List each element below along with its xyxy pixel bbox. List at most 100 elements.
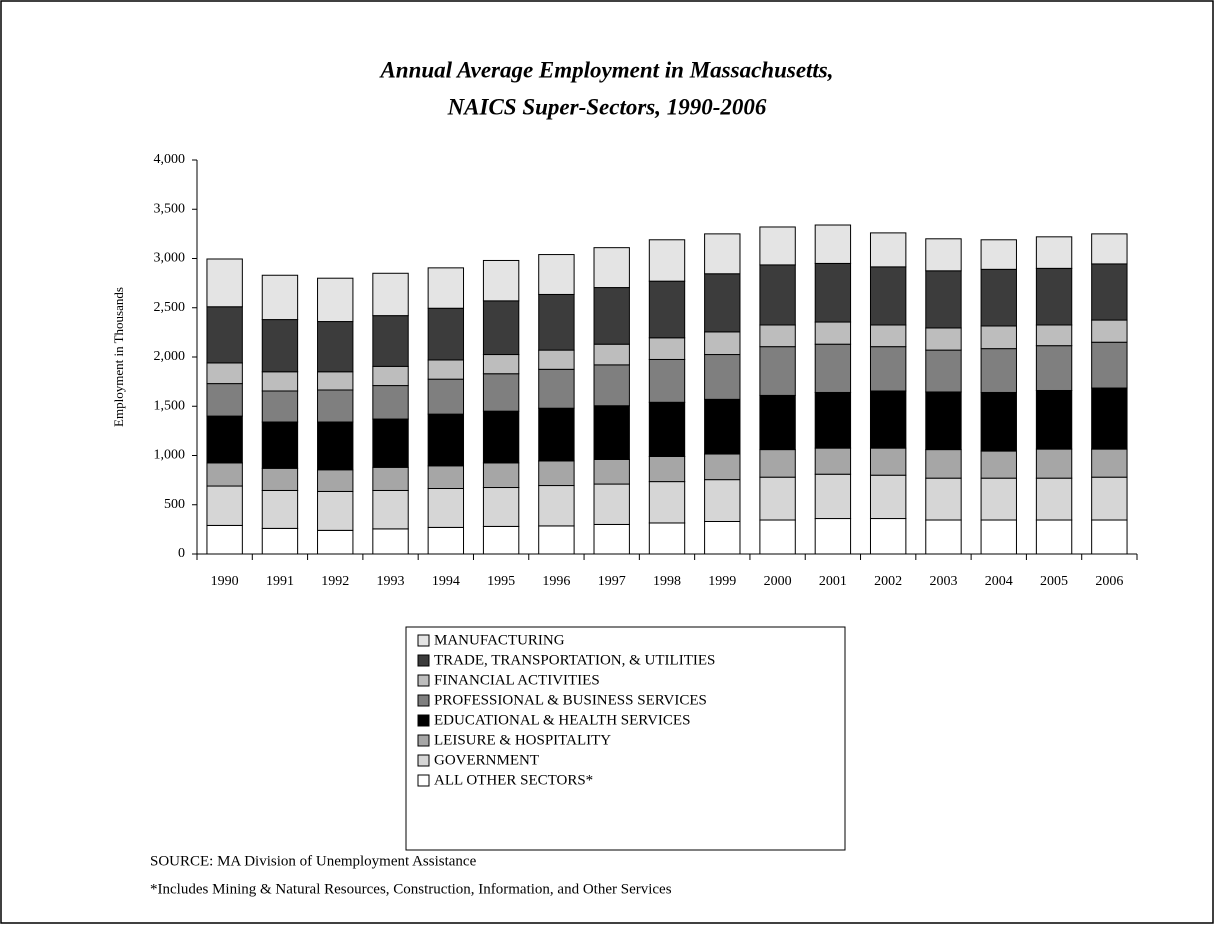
bar-segment	[1035, 236, 1073, 269]
x-tick-label: 1999	[708, 574, 736, 589]
x-tick-label: 1990	[211, 574, 239, 589]
bar-segment	[759, 394, 796, 451]
legend-label: GOVERNMENT	[434, 752, 539, 768]
legend-label: FINANCIAL ACTIVITIES	[434, 672, 600, 688]
x-tick-label: 1998	[653, 574, 681, 589]
legend-label: ALL OTHER SECTORS*	[434, 772, 593, 788]
bar-segment	[317, 371, 354, 391]
bar-segment	[1035, 389, 1073, 450]
bar-segment	[925, 477, 962, 521]
bar-segment	[1091, 387, 1128, 450]
bar-segment	[206, 258, 243, 308]
bar-segment	[925, 449, 962, 479]
bar-segment	[759, 519, 796, 555]
bar-segment	[759, 346, 796, 396]
bar-segment	[372, 272, 409, 317]
x-tick-label: 2006	[1095, 574, 1123, 589]
x-tick-label: 2004	[985, 574, 1013, 589]
x-tick-label: 2005	[1040, 574, 1068, 589]
bar-segment	[482, 354, 520, 375]
bar-segment	[759, 476, 796, 521]
bar-segment	[593, 458, 630, 485]
bar-segment	[1091, 341, 1128, 389]
x-tick-label: 2002	[874, 574, 902, 589]
bar-segment	[206, 362, 243, 385]
bar-segment	[869, 346, 907, 392]
y-tick-label: 2,000	[154, 349, 186, 364]
y-tick-label: 500	[164, 497, 185, 512]
bar-segment	[1035, 324, 1073, 347]
bar-segment	[261, 489, 299, 529]
bar-segment	[814, 262, 852, 323]
bar-segment	[206, 524, 243, 555]
bar-segment	[206, 415, 243, 464]
bar-segment	[1091, 448, 1128, 478]
bar-segment	[869, 232, 907, 268]
bar-segment	[206, 306, 243, 364]
bar-segment	[372, 315, 409, 367]
bar-segment	[648, 401, 686, 457]
x-tick-label: 1991	[266, 574, 294, 589]
bar-segment	[704, 331, 741, 356]
bar-segment	[427, 413, 465, 467]
bar-segment	[869, 447, 907, 476]
bar-segment	[372, 489, 409, 530]
bar-segment	[593, 247, 630, 289]
bar-segment	[814, 447, 852, 475]
bar-segment	[206, 383, 243, 417]
x-tick-label: 2001	[819, 574, 847, 589]
footnote: *Includes Mining & Natural Resources, Co…	[150, 881, 672, 897]
bar-segment	[869, 474, 907, 520]
bar-segment	[482, 525, 520, 555]
bar-segment	[427, 359, 465, 380]
bar-segment	[482, 259, 520, 302]
bar-segment	[704, 233, 741, 275]
legend-label: EDUCATIONAL & HEALTH SERVICES	[434, 712, 690, 728]
y-tick-label: 3,000	[154, 251, 186, 266]
bar-segment	[648, 455, 686, 483]
bar-segment	[317, 389, 354, 423]
bar-segment	[317, 321, 354, 373]
bar-segment	[869, 518, 907, 555]
bar-segment	[1091, 233, 1128, 265]
legend-label: TRADE, TRANSPORTATION, & UTILITIES	[434, 652, 715, 668]
bar-segment	[925, 391, 962, 451]
y-axis-label: Employment in Thousands	[111, 287, 126, 427]
bar-segment	[261, 274, 299, 321]
bar-segment	[925, 519, 962, 555]
bar-segment	[317, 469, 354, 492]
bar-segment	[482, 487, 520, 527]
bar-segment	[814, 473, 852, 520]
bar-segment	[427, 267, 465, 309]
chart-title: NAICS Super-Sectors, 1990-2006	[447, 94, 767, 119]
bar-segment	[980, 450, 1017, 479]
bar-segment	[206, 485, 243, 526]
bar-segment	[593, 364, 630, 407]
y-tick-label: 3,500	[154, 201, 186, 216]
bar-segment	[1091, 519, 1128, 555]
bar-segment	[1035, 448, 1073, 479]
bar-segment	[925, 270, 962, 329]
bar-segment	[759, 264, 796, 326]
chart-title: Annual Average Employment in Massachuset…	[378, 57, 833, 82]
x-tick-label: 1994	[432, 574, 460, 589]
bar-segment	[593, 483, 630, 525]
bar-segment	[427, 307, 465, 361]
bar-segment	[759, 324, 796, 348]
bar-segment	[1035, 477, 1073, 521]
bar-segment	[538, 460, 575, 487]
bar-segment	[317, 490, 354, 531]
bar-segment	[261, 467, 299, 491]
bar-segment	[482, 300, 520, 356]
y-tick-label: 4,000	[154, 152, 186, 167]
x-tick-label: 2000	[764, 574, 792, 589]
bar-segment	[372, 365, 409, 387]
bar-segment	[648, 280, 686, 339]
bar-segment	[704, 398, 741, 455]
legend-label: LEISURE & HOSPITALITY	[434, 732, 611, 748]
bar-segment	[980, 348, 1017, 393]
legend-swatch	[417, 714, 430, 727]
bar-segment	[980, 325, 1017, 350]
bar-segment	[869, 266, 907, 326]
